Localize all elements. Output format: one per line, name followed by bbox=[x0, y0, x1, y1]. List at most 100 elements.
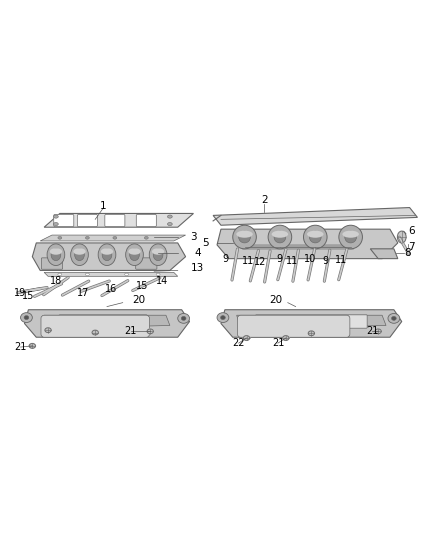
Ellipse shape bbox=[101, 248, 113, 255]
Ellipse shape bbox=[85, 237, 89, 239]
Text: 17: 17 bbox=[77, 288, 90, 298]
Text: 21: 21 bbox=[14, 342, 27, 352]
Polygon shape bbox=[221, 310, 402, 337]
Text: 9: 9 bbox=[223, 254, 229, 264]
Text: 20: 20 bbox=[132, 295, 145, 305]
Ellipse shape bbox=[145, 237, 148, 239]
Ellipse shape bbox=[58, 273, 62, 276]
Text: 7: 7 bbox=[408, 242, 415, 252]
Ellipse shape bbox=[153, 249, 163, 261]
Ellipse shape bbox=[24, 316, 29, 320]
Ellipse shape bbox=[343, 231, 359, 238]
Ellipse shape bbox=[47, 244, 65, 265]
Ellipse shape bbox=[274, 231, 286, 243]
Text: 14: 14 bbox=[156, 277, 168, 286]
Text: 15: 15 bbox=[136, 281, 148, 291]
FancyBboxPatch shape bbox=[136, 214, 156, 227]
Ellipse shape bbox=[152, 248, 164, 255]
Polygon shape bbox=[370, 249, 398, 259]
Ellipse shape bbox=[51, 249, 61, 261]
Ellipse shape bbox=[397, 231, 406, 243]
Polygon shape bbox=[237, 315, 386, 328]
Ellipse shape bbox=[53, 222, 58, 225]
Ellipse shape bbox=[283, 336, 289, 341]
Ellipse shape bbox=[167, 222, 172, 225]
Ellipse shape bbox=[304, 225, 327, 249]
Ellipse shape bbox=[113, 237, 117, 239]
Ellipse shape bbox=[98, 244, 116, 265]
Text: 8: 8 bbox=[404, 248, 411, 258]
Text: 19: 19 bbox=[14, 288, 27, 298]
Ellipse shape bbox=[167, 215, 172, 218]
Ellipse shape bbox=[53, 215, 58, 218]
Text: 10: 10 bbox=[304, 254, 317, 264]
Ellipse shape bbox=[71, 244, 88, 265]
Ellipse shape bbox=[308, 331, 314, 336]
Text: 13: 13 bbox=[191, 263, 204, 273]
Ellipse shape bbox=[21, 313, 32, 322]
Text: 2: 2 bbox=[261, 195, 268, 205]
Polygon shape bbox=[32, 243, 186, 270]
Text: 18: 18 bbox=[50, 276, 62, 286]
Ellipse shape bbox=[92, 330, 99, 335]
Text: 22: 22 bbox=[233, 338, 245, 348]
Ellipse shape bbox=[58, 237, 62, 239]
Ellipse shape bbox=[307, 231, 324, 238]
Ellipse shape bbox=[181, 317, 186, 320]
Ellipse shape bbox=[128, 248, 141, 255]
FancyBboxPatch shape bbox=[41, 315, 149, 337]
Text: 12: 12 bbox=[254, 257, 266, 267]
FancyBboxPatch shape bbox=[136, 258, 157, 269]
Polygon shape bbox=[44, 315, 170, 328]
Ellipse shape bbox=[375, 329, 381, 334]
Text: 4: 4 bbox=[194, 248, 201, 258]
Text: 15: 15 bbox=[22, 291, 35, 301]
Text: 1: 1 bbox=[100, 200, 106, 211]
Ellipse shape bbox=[74, 249, 85, 261]
Ellipse shape bbox=[236, 231, 253, 238]
Ellipse shape bbox=[221, 316, 225, 320]
Ellipse shape bbox=[102, 249, 112, 261]
Ellipse shape bbox=[73, 248, 86, 255]
Polygon shape bbox=[25, 310, 190, 337]
Ellipse shape bbox=[45, 328, 51, 333]
Ellipse shape bbox=[272, 231, 288, 238]
Ellipse shape bbox=[178, 313, 190, 324]
Ellipse shape bbox=[147, 329, 153, 334]
Ellipse shape bbox=[339, 225, 362, 249]
Ellipse shape bbox=[309, 231, 321, 243]
Ellipse shape bbox=[239, 231, 251, 243]
Text: 6: 6 bbox=[408, 226, 415, 236]
Ellipse shape bbox=[50, 248, 62, 255]
Polygon shape bbox=[44, 213, 194, 227]
Ellipse shape bbox=[149, 244, 167, 265]
Ellipse shape bbox=[345, 231, 357, 243]
Ellipse shape bbox=[125, 273, 129, 276]
Ellipse shape bbox=[268, 225, 292, 249]
Ellipse shape bbox=[233, 225, 256, 249]
FancyBboxPatch shape bbox=[237, 315, 350, 337]
FancyBboxPatch shape bbox=[105, 214, 125, 227]
FancyBboxPatch shape bbox=[255, 315, 367, 328]
Polygon shape bbox=[213, 207, 417, 225]
FancyBboxPatch shape bbox=[78, 214, 97, 227]
Polygon shape bbox=[217, 229, 398, 259]
Ellipse shape bbox=[217, 313, 229, 322]
Text: 21: 21 bbox=[124, 326, 137, 336]
Text: 11: 11 bbox=[335, 255, 347, 265]
Text: 3: 3 bbox=[190, 232, 197, 242]
Ellipse shape bbox=[156, 273, 160, 276]
Ellipse shape bbox=[392, 317, 396, 320]
Text: 20: 20 bbox=[269, 295, 283, 305]
Text: 9: 9 bbox=[322, 256, 328, 266]
FancyBboxPatch shape bbox=[54, 214, 74, 227]
Polygon shape bbox=[40, 235, 186, 241]
Text: 9: 9 bbox=[276, 254, 282, 264]
Text: 16: 16 bbox=[105, 284, 117, 294]
Text: 21: 21 bbox=[366, 326, 378, 336]
FancyBboxPatch shape bbox=[59, 315, 147, 328]
Ellipse shape bbox=[85, 273, 89, 276]
Ellipse shape bbox=[126, 244, 143, 265]
Ellipse shape bbox=[130, 249, 139, 261]
Ellipse shape bbox=[244, 336, 250, 341]
